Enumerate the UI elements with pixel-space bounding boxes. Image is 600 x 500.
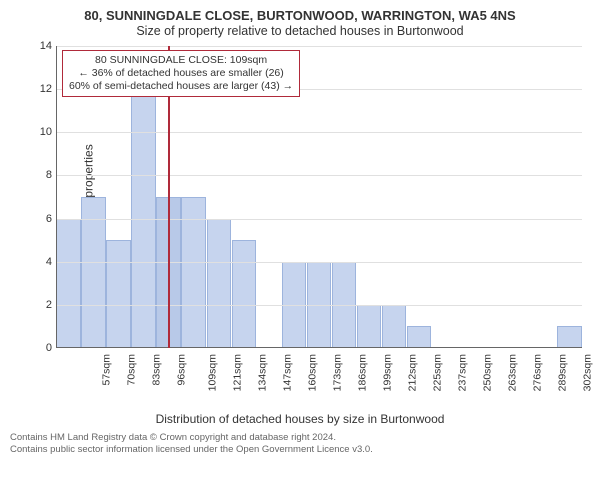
x-axis-label: Distribution of detached houses by size … <box>10 412 590 426</box>
x-tick-label: 70sqm <box>125 354 137 386</box>
x-tick-label: 83sqm <box>150 354 162 386</box>
footnote-line1: Contains HM Land Registry data © Crown c… <box>10 432 590 444</box>
bar <box>407 326 432 348</box>
grid-line <box>56 262 582 263</box>
y-tick-label: 2 <box>28 299 52 311</box>
bar <box>357 305 382 348</box>
grid-line <box>56 175 582 176</box>
x-tick-label: 212sqm <box>406 354 418 391</box>
bar <box>131 68 156 348</box>
grid-line <box>56 132 582 133</box>
bar <box>557 326 582 348</box>
x-tick-label: 302sqm <box>582 354 594 391</box>
x-tick-label: 96sqm <box>175 354 187 386</box>
x-tick-label: 289sqm <box>557 354 569 391</box>
page-subtitle: Size of property relative to detached ho… <box>10 24 590 38</box>
page-title: 80, SUNNINGDALE CLOSE, BURTONWOOD, WARRI… <box>10 8 590 23</box>
x-tick-label: 173sqm <box>331 354 343 391</box>
y-tick-label: 14 <box>28 40 52 52</box>
footnote-line2: Contains public sector information licen… <box>10 444 590 456</box>
y-tick-label: 0 <box>28 342 52 354</box>
bar <box>207 219 232 348</box>
annotation-box: 80 SUNNINGDALE CLOSE: 109sqm← 36% of det… <box>62 50 300 97</box>
x-tick-label: 57sqm <box>100 354 112 386</box>
x-tick-label: 199sqm <box>381 354 393 391</box>
bar <box>56 219 81 348</box>
x-tick-label: 147sqm <box>281 354 293 391</box>
x-tick-label: 134sqm <box>256 354 268 391</box>
y-tick-label: 4 <box>28 256 52 268</box>
y-tick-label: 6 <box>28 213 52 225</box>
bar <box>106 240 131 348</box>
footnote: Contains HM Land Registry data © Crown c… <box>10 432 590 456</box>
y-tick-label: 8 <box>28 169 52 181</box>
x-tick-label: 186sqm <box>356 354 368 391</box>
plot-region: 0246810121457sqm70sqm83sqm96sqm109sqm121… <box>56 46 582 348</box>
annotation-line1: 80 SUNNINGDALE CLOSE: 109sqm <box>69 54 293 67</box>
x-tick-label: 225sqm <box>432 354 444 391</box>
x-tick-label: 237sqm <box>457 354 469 391</box>
chart-area: Number of detached properties 0246810121… <box>10 42 590 412</box>
annotation-line2: ← 36% of detached houses are smaller (26… <box>69 67 293 80</box>
y-tick-label: 10 <box>28 126 52 138</box>
grid-line <box>56 305 582 306</box>
grid-line <box>56 219 582 220</box>
y-axis <box>56 46 57 348</box>
x-tick-label: 109sqm <box>206 354 218 391</box>
bar <box>81 197 106 348</box>
x-tick-label: 276sqm <box>532 354 544 391</box>
annotation-line3: 60% of semi-detached houses are larger (… <box>69 80 293 93</box>
y-tick-label: 12 <box>28 83 52 95</box>
x-tick-label: 160sqm <box>306 354 318 391</box>
x-tick-label: 263sqm <box>507 354 519 391</box>
bar <box>382 305 407 348</box>
x-tick-label: 250sqm <box>482 354 494 391</box>
x-axis <box>56 347 582 348</box>
bar <box>232 240 257 348</box>
grid-line <box>56 46 582 47</box>
bar <box>181 197 206 348</box>
x-tick-label: 121sqm <box>231 354 243 391</box>
